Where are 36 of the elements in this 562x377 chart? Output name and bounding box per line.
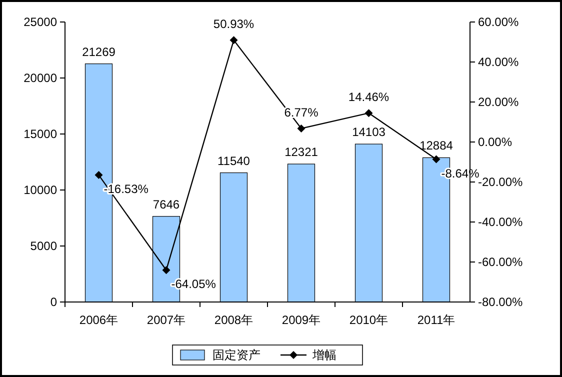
data-label: 7646 xyxy=(152,197,180,212)
x-tick-label: 2007年 xyxy=(146,313,186,327)
y-tick-label: 5000 xyxy=(30,239,58,253)
y2-tick-label: 40.00% xyxy=(478,55,520,69)
point xyxy=(297,124,306,132)
data-label: 14.46% xyxy=(348,90,390,104)
data-label: 14103 xyxy=(352,125,386,140)
point xyxy=(432,155,440,164)
point xyxy=(364,109,373,118)
y2-tick-label: 60.00% xyxy=(478,15,520,29)
y-tick-label: 25000 xyxy=(24,15,58,29)
x-tick-label: 2011年 xyxy=(417,313,456,327)
legend-label: 增幅 xyxy=(312,348,336,362)
x-tick-label: 2009年 xyxy=(282,313,321,327)
y-tick-label: 0 xyxy=(50,295,58,309)
x-tick-label: 2008年 xyxy=(214,313,254,327)
point xyxy=(230,36,238,44)
y2-tick-label: -60.00% xyxy=(478,255,524,269)
y-tick-label: 10000 xyxy=(24,183,58,197)
y2-tick-label: -40.00% xyxy=(478,215,524,229)
data-label: 11540 xyxy=(218,154,250,168)
y-tick-label: 20000 xyxy=(24,71,58,85)
y-tick-label: 15000 xyxy=(24,127,58,141)
data-label: 12884 xyxy=(420,138,454,153)
legend-label: 固定资产 xyxy=(212,348,260,362)
y2-tick-label: 0.00% xyxy=(478,135,512,149)
y2-tick-label: 20.00% xyxy=(478,95,520,109)
data-label: 12321 xyxy=(284,145,318,160)
y2-tick-label: -20.00% xyxy=(478,175,524,189)
point xyxy=(94,171,103,180)
x-tick-label: 2006年 xyxy=(79,313,118,327)
y2-tick-label: -80.00% xyxy=(478,295,524,309)
x-tick-label: 2010年 xyxy=(349,313,388,327)
data-label: 50.93% xyxy=(213,17,254,32)
data-label: 21269 xyxy=(82,44,116,59)
point xyxy=(162,266,170,274)
